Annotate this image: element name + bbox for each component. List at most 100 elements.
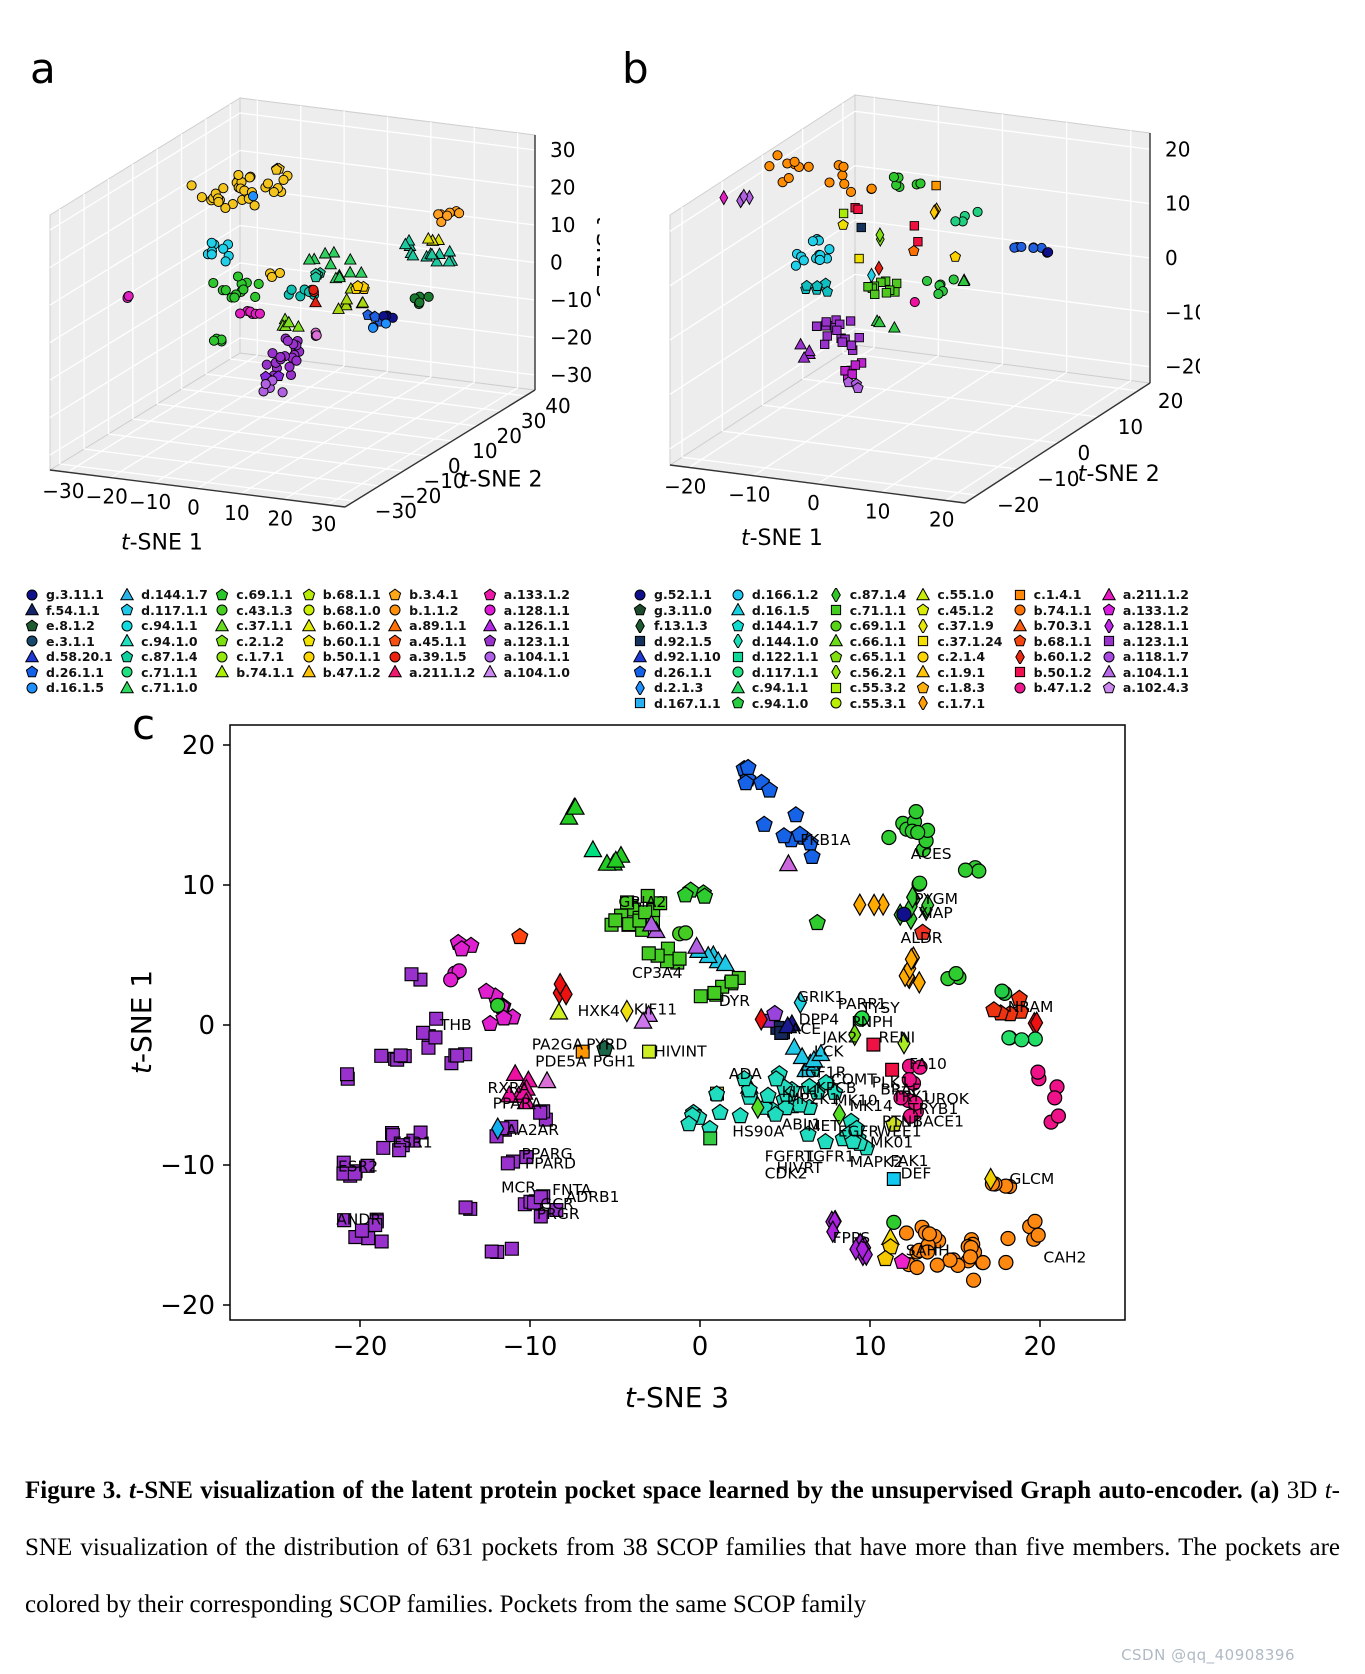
legend-item-label: b.60.1.2 [322, 618, 381, 634]
legend-column: a.133.1.2 a.128.1.1 a.126.1.1 a.123.1.1 a.10… [482, 587, 570, 695]
scatter-point [483, 588, 496, 601]
scatter-point [1050, 1108, 1067, 1124]
scatter-point [606, 850, 626, 868]
legend-item-label: c.1.7.1 [937, 695, 986, 711]
scatter-point [284, 361, 295, 372]
scatter-point [912, 1059, 928, 1075]
point-label: COMT [831, 1071, 877, 1089]
circle-marker-icon [917, 651, 929, 663]
scatter-point [916, 665, 931, 678]
caption-segment: -SNE visualization of the distribution o… [25, 1477, 1340, 1618]
axis-tick-label: −10 [503, 1332, 558, 1362]
diamond-marker-icon [635, 618, 645, 633]
scatter-point [965, 1272, 982, 1288]
pentagon-marker-icon [302, 588, 315, 601]
scatter-point [711, 1103, 729, 1120]
legend-item-label: c.94.1.1 [141, 618, 198, 634]
triangle-marker-icon [916, 587, 931, 600]
scatter-point [483, 634, 496, 647]
legend-item: g.3.11.0 [633, 603, 721, 618]
scatter-point [436, 216, 447, 228]
scatter-point [216, 588, 229, 601]
scatter-point [481, 1014, 499, 1031]
scatter-point [949, 250, 962, 262]
point-label: PPARG [522, 1145, 573, 1163]
axis-tick-label: −20 [550, 326, 592, 350]
point-label: KPCB [816, 1079, 857, 1097]
scatter-point [206, 237, 217, 248]
scatter-point [891, 278, 902, 289]
scatter-point [1014, 604, 1026, 616]
legend-item: d.166.1.2 [731, 587, 819, 602]
legend-item-label: b.70.3.1 [1033, 618, 1092, 634]
pentagon-marker-icon [829, 650, 842, 663]
pentagon-marker-icon [917, 603, 930, 616]
scatter-point [388, 588, 402, 601]
legend-item: c.87.1.4 [829, 587, 906, 602]
point-label: DEF [901, 1164, 932, 1182]
scatter-point [1016, 241, 1027, 252]
scatter-point [218, 183, 229, 194]
point-label: ESR2 [338, 1157, 378, 1175]
scatter-point [208, 277, 219, 289]
grid-line [669, 110, 856, 232]
scatter-point [876, 892, 890, 917]
axis-label: t-SNE 2 [1078, 462, 1160, 487]
scatter-point [343, 252, 357, 265]
scatter-point [830, 605, 841, 616]
scatter-point [846, 340, 857, 350]
legend-item: c.55.1.0 [916, 587, 1002, 602]
scatter-point [633, 649, 647, 662]
scatter-point [484, 604, 496, 616]
diamond-marker-icon [918, 618, 929, 633]
legend-item-label: d.117.1.1 [141, 602, 208, 618]
point-label: PYRD [586, 1036, 627, 1054]
axis-label: t-SNE 1 [741, 526, 823, 551]
scatter-point [792, 1046, 812, 1065]
triangle-marker-icon [215, 618, 230, 631]
scatter-point [985, 1001, 1003, 1018]
grid-line [84, 448, 380, 487]
legend-item: c.71.1.1 [120, 665, 208, 680]
legend-column: c.55.1.0 c.45.1.2 c.37.1.9 c.37.1.24 c.2.1.4… [916, 587, 1003, 711]
axis-tick-label: 0 [1165, 246, 1178, 270]
legend-column: c.69.1.1 c.43.1.3 c.37.1.1 c.2.1.2 c.1.7.1 b.… [215, 587, 294, 695]
scatter-point [766, 1004, 784, 1022]
scatter-point [278, 174, 289, 185]
legend-item-label: e.8.1.2 [46, 618, 95, 634]
scatter-point [260, 379, 271, 390]
scatter-point [1103, 636, 1114, 647]
scatter-point [120, 603, 134, 616]
figure-caption: Figure 3. t-SNE visualization of the lat… [25, 1462, 1340, 1633]
legend-item: c.56.2.1 [829, 665, 906, 680]
scatter-point [948, 966, 964, 982]
axis-tick-label: 10 [853, 1332, 886, 1362]
scatter-point [703, 1131, 718, 1146]
legend-item: d.117.1.1 [120, 602, 208, 618]
axis-label: t-SNE 2 [461, 468, 543, 493]
diamond-marker-icon [1104, 618, 1114, 633]
scatter-point [123, 291, 134, 302]
scatter-point [519, 1150, 534, 1165]
legend-item-label: d.117.1.1 [751, 664, 819, 680]
legend-item-label: d.144.1.7 [751, 618, 819, 634]
scatter-point [957, 274, 971, 286]
scatter-point [1030, 1064, 1046, 1080]
scatter-point [893, 1252, 911, 1269]
scatter-point [232, 271, 244, 282]
scatter-point [398, 237, 412, 250]
legend-item-label: d.144.1.7 [141, 587, 208, 603]
point-label: ACE [790, 1020, 821, 1038]
scatter-point [799, 1125, 817, 1142]
scatter-point [392, 1143, 407, 1158]
scatter-point [275, 352, 286, 363]
scatter-point [912, 875, 928, 891]
axis-tick-label: −20 [86, 485, 128, 509]
scatter-point [292, 319, 305, 332]
point-label: XIAP [918, 904, 953, 922]
legend-item: c.94.1.0 [120, 634, 208, 649]
legend-item-label: b.3.4.1 [409, 587, 459, 603]
scatter-point [120, 650, 134, 663]
axis-tick-label: 10 [472, 439, 497, 463]
axis-tick-label: 40 [545, 394, 570, 418]
